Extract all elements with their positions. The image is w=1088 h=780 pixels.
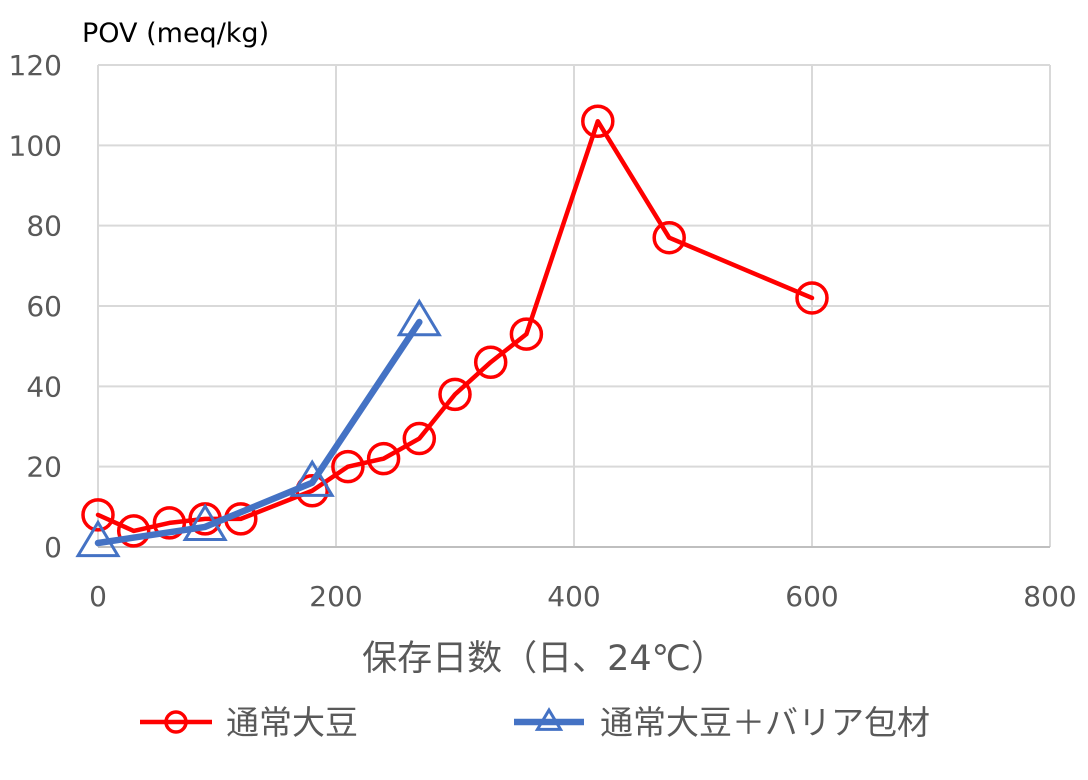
data-point-circle xyxy=(473,345,508,379)
data-point-circle xyxy=(652,220,686,255)
series-2 xyxy=(75,298,442,558)
x-tick-label: 0 xyxy=(89,580,107,613)
y-tick-label: 60 xyxy=(26,290,62,323)
legend-item-1: 通常大豆 xyxy=(140,703,358,742)
data-point-triangle xyxy=(289,459,335,497)
legend-item-2: 通常大豆＋バリア包材 xyxy=(514,703,930,742)
data-point-triangle xyxy=(396,298,442,337)
legend-marker-circle xyxy=(164,710,188,734)
data-point-circle xyxy=(581,104,615,138)
y-tick-label: 120 xyxy=(9,49,62,82)
data-point-circle xyxy=(795,281,829,315)
x-tick-label: 800 xyxy=(1023,580,1076,613)
data-series xyxy=(75,104,829,558)
y-tick-label: 0 xyxy=(44,531,62,564)
gridlines xyxy=(97,64,1051,547)
x-tick-label: 200 xyxy=(309,580,362,613)
data-point-circle xyxy=(116,514,151,548)
series-line xyxy=(95,118,815,534)
series-line xyxy=(94,318,423,547)
data-point-circle xyxy=(402,421,437,456)
data-point-circle xyxy=(152,506,187,540)
data-point-circle xyxy=(81,498,115,532)
series-1 xyxy=(81,104,829,548)
data-point-circle xyxy=(438,377,472,412)
legend-marker-triangle xyxy=(534,707,564,731)
data-point-circle xyxy=(366,441,401,476)
legend-label: 通常大豆 xyxy=(226,703,358,742)
x-tick-label: 600 xyxy=(785,580,838,613)
tick-labels: 0 20 40 60 80 100 120 0 200 400 600 800 xyxy=(9,49,1077,613)
y-tick-label: 80 xyxy=(26,210,62,243)
y-tick-label: 40 xyxy=(26,370,62,403)
y-axis-label: POV (meq/kg) xyxy=(82,18,269,49)
legend-label: 通常大豆＋バリア包材 xyxy=(600,703,930,742)
legend: 通常大豆 通常大豆＋バリア包材 xyxy=(140,703,930,742)
x-tick-label: 400 xyxy=(547,580,600,613)
y-tick-label: 20 xyxy=(26,451,62,484)
y-tick-label: 100 xyxy=(9,129,62,162)
x-axis-label: 保存日数（日、24℃） xyxy=(362,639,726,679)
data-point-circle xyxy=(509,317,544,351)
data-point-circle xyxy=(331,449,365,484)
